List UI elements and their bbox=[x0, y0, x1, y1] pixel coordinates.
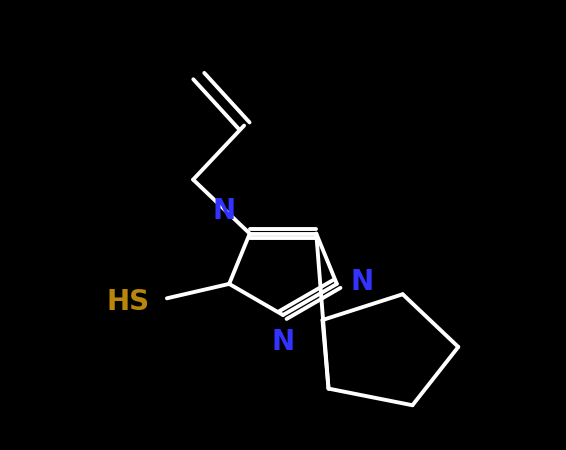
Text: N: N bbox=[272, 328, 294, 356]
Text: N: N bbox=[212, 198, 235, 225]
Text: HS: HS bbox=[107, 288, 150, 316]
Text: N: N bbox=[351, 268, 374, 296]
